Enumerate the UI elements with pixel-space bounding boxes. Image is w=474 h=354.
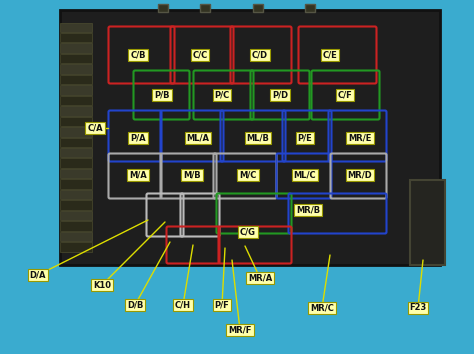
Text: C/A: C/A [87, 124, 103, 132]
Text: MR/F: MR/F [228, 325, 252, 335]
Text: P/A: P/A [130, 133, 146, 143]
Text: C/F: C/F [337, 91, 352, 99]
Text: ML/C: ML/C [294, 171, 316, 179]
Text: MR/D: MR/D [347, 171, 373, 179]
Bar [60, 64, 92, 74]
Text: M/B: M/B [183, 171, 201, 179]
Bar [60, 85, 92, 95]
Text: C/E: C/E [323, 51, 337, 59]
Text: P/B: P/B [154, 91, 170, 99]
Bar [60, 10, 440, 265]
Bar [60, 190, 92, 199]
Bar [158, 4, 168, 12]
Bar [60, 211, 92, 220]
Bar [60, 200, 92, 210]
Text: MR/C: MR/C [310, 303, 334, 313]
Bar [60, 148, 92, 158]
Bar [60, 137, 92, 147]
Bar [253, 4, 263, 12]
Text: P/C: P/C [214, 91, 229, 99]
Text: MR/E: MR/E [348, 133, 372, 143]
Bar [60, 23, 92, 32]
Bar [60, 96, 92, 105]
Text: C/B: C/B [130, 51, 146, 59]
Text: MR/A: MR/A [248, 274, 272, 282]
Bar [410, 180, 445, 265]
Text: ML/A: ML/A [186, 133, 210, 143]
Text: D/A: D/A [30, 270, 46, 280]
Bar [60, 33, 92, 42]
Bar [60, 75, 92, 84]
Bar [60, 127, 92, 137]
Bar [60, 106, 92, 116]
Text: C/D: C/D [252, 51, 268, 59]
Text: MR/B: MR/B [296, 206, 320, 215]
Bar [60, 232, 92, 241]
Bar [60, 169, 92, 178]
Bar [60, 221, 92, 230]
Bar [60, 179, 92, 189]
Bar [60, 54, 92, 63]
Text: P/E: P/E [298, 133, 312, 143]
Text: K10: K10 [93, 280, 111, 290]
Text: ML/B: ML/B [246, 133, 269, 143]
Bar [60, 158, 92, 168]
Text: P/F: P/F [215, 301, 229, 309]
Text: P/D: P/D [272, 91, 288, 99]
Text: C/H: C/H [175, 301, 191, 309]
Bar [60, 242, 92, 251]
Bar [60, 116, 92, 126]
Text: C/G: C/G [240, 228, 256, 236]
Text: M/A: M/A [129, 171, 147, 179]
Text: M/C: M/C [239, 171, 257, 179]
Text: C/C: C/C [192, 51, 208, 59]
Text: D/B: D/B [127, 301, 143, 309]
Bar [60, 44, 92, 53]
Text: F23: F23 [410, 303, 427, 313]
Bar [305, 4, 315, 12]
Bar [200, 4, 210, 12]
